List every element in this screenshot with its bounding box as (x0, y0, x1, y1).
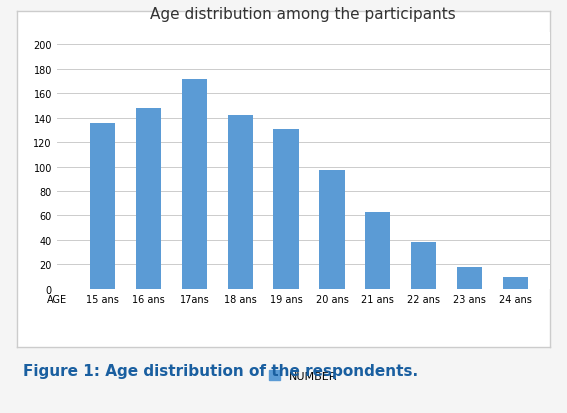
Bar (227, 116, 253, 289)
Bar (503, 277, 528, 289)
Text: Figure 1: Age distribution of the respondents.: Figure 1: Age distribution of the respon… (23, 363, 418, 378)
Bar (181, 79, 207, 289)
Title: Age distribution among the participants: Age distribution among the participants (150, 7, 456, 22)
Bar (90, 123, 115, 289)
Bar (411, 243, 437, 289)
Legend: NUMBER: NUMBER (269, 370, 337, 381)
Bar (319, 171, 345, 289)
Bar (136, 109, 161, 289)
Bar (457, 267, 482, 289)
Bar (365, 212, 391, 289)
Bar (273, 129, 299, 289)
